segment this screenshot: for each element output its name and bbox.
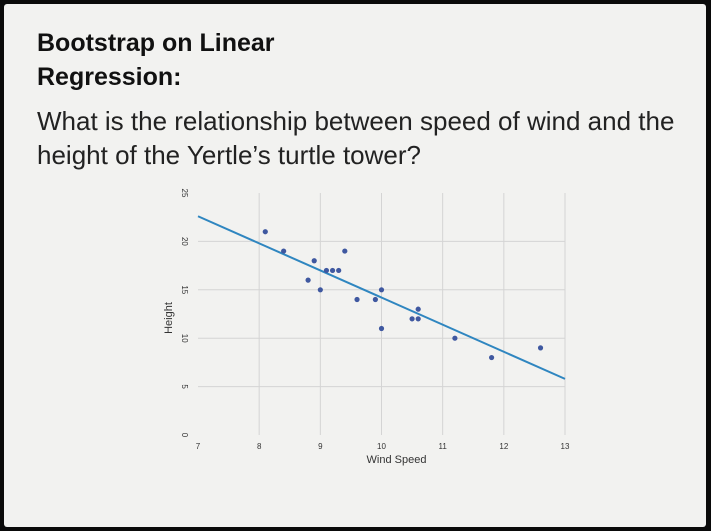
title-line-1: Bootstrap on Linear	[37, 29, 275, 57]
x-tick-label: 7	[196, 442, 201, 451]
slide-title: Bootstrap on Linear Regression:	[37, 26, 275, 94]
y-tick-label: 10	[180, 334, 189, 343]
data-point	[489, 354, 495, 361]
data-point	[317, 287, 323, 293]
data-points	[262, 229, 544, 361]
data-point	[305, 277, 311, 283]
x-tick-label: 9	[318, 442, 323, 451]
data-point	[329, 267, 336, 274]
x-tick-label: 10	[377, 442, 386, 451]
data-point	[415, 306, 421, 312]
data-point	[452, 335, 458, 341]
title-line-2: Regression:	[37, 63, 182, 91]
y-tick-label: 5	[180, 384, 189, 389]
slide-question: What is the relationship between speed o…	[37, 106, 675, 170]
data-point	[378, 325, 385, 332]
data-point	[262, 229, 268, 235]
y-tick-label: 0	[180, 433, 189, 438]
data-point	[336, 267, 342, 274]
y-tick-label: 25	[180, 189, 189, 198]
data-point	[409, 316, 415, 322]
slide: Bootstrap on Linear Regression: What is …	[4, 4, 706, 527]
y-axis-label: Height	[163, 302, 175, 334]
tick-labels: 7 8 9 10 11 12 13 0 5 10 15 20 25	[180, 189, 570, 451]
y-tick-label: 15	[180, 285, 189, 294]
grid-lines	[198, 193, 566, 435]
data-point	[378, 287, 385, 293]
data-point	[311, 258, 317, 264]
data-point	[372, 296, 378, 303]
data-point	[342, 248, 348, 254]
data-point	[323, 267, 330, 274]
x-tick-label: 13	[561, 442, 570, 451]
x-tick-label: 11	[439, 442, 448, 451]
y-tick-label: 20	[180, 237, 189, 246]
data-point	[415, 316, 421, 322]
x-tick-label: 12	[499, 442, 508, 451]
data-point	[354, 296, 360, 303]
data-point	[281, 248, 287, 254]
regression-line	[197, 215, 566, 380]
data-point	[537, 345, 544, 351]
x-axis-label: Wind Speed	[367, 454, 427, 466]
x-tick-label: 8	[257, 442, 262, 451]
